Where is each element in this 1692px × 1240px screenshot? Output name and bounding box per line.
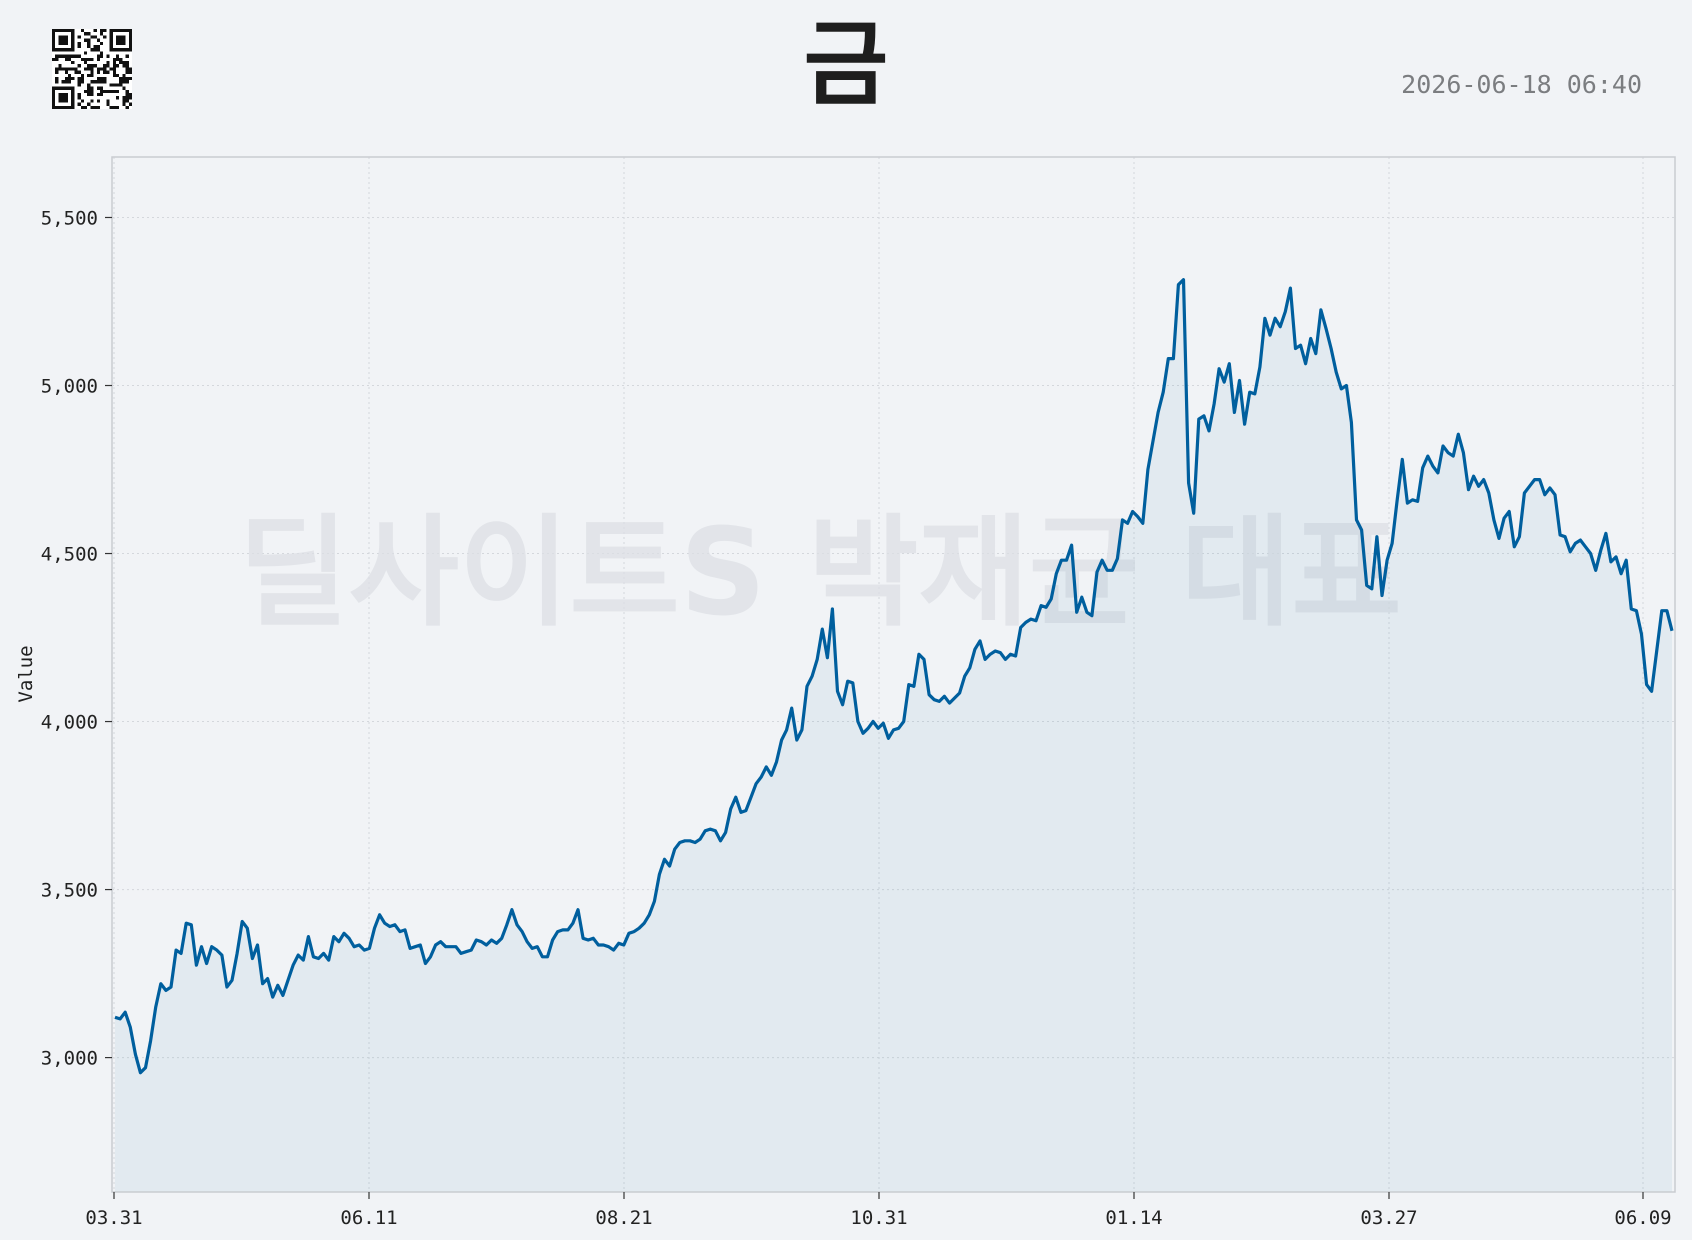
- x-tick-label: 03.31: [85, 1207, 142, 1229]
- y-tick-label: 5,000: [41, 376, 98, 398]
- y-tick-label: 3,500: [41, 880, 98, 902]
- y-axis-label: Value: [15, 645, 37, 702]
- chart-title: 금: [803, 11, 889, 118]
- series-line: [114, 278, 1674, 1075]
- y-tick-label: 5,500: [41, 207, 98, 229]
- x-tick-label: 01.14: [1105, 1207, 1162, 1229]
- x-tick-label: 06.11: [340, 1207, 397, 1229]
- x-tick-label: 03.27: [1360, 1207, 1417, 1229]
- plot-frame: [111, 156, 1676, 1193]
- x-tick-label: 10.31: [850, 1207, 907, 1229]
- x-tick-label: 08.21: [595, 1207, 652, 1229]
- series-area: [115, 279, 1672, 1192]
- axis-ticks: 3,000 3,500 4,000 4,500 5,000 5,500 03.31 06.11…: [41, 207, 1672, 1229]
- x-tick-label: 06.09: [1614, 1207, 1671, 1229]
- y-tick-label: 4,500: [41, 544, 98, 566]
- y-tick-label: 3,000: [41, 1048, 98, 1070]
- watermark: 딜사이트S 박재균 대표: [238, 504, 1402, 643]
- y-tick-label: 4,000: [41, 712, 98, 734]
- qr-code-icon: [52, 29, 132, 109]
- grid: [112, 157, 1675, 1192]
- timestamp: 2026-06-18 06:40: [1401, 70, 1642, 99]
